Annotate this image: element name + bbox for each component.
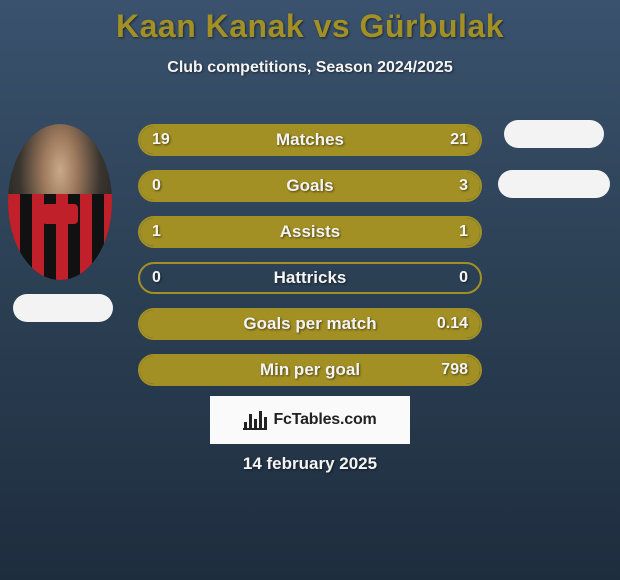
stat-label: Matches [140, 126, 480, 154]
stat-label: Hattricks [140, 264, 480, 292]
stat-label: Min per goal [140, 356, 480, 384]
stat-value-right: 1 [459, 218, 468, 246]
stat-row: 0Goals3 [138, 170, 482, 202]
date-label: 14 february 2025 [0, 454, 620, 474]
page-title: Kaan Kanak vs Gürbulak [0, 0, 620, 45]
stat-row: Goals per match0.14 [138, 308, 482, 340]
logo-chart-icon [243, 410, 267, 430]
stat-row: 1Assists1 [138, 216, 482, 248]
subtitle: Club competitions, Season 2024/2025 [0, 59, 620, 77]
player-right [500, 120, 610, 198]
player-left [8, 124, 118, 322]
stat-value-right: 0.14 [437, 310, 468, 338]
stat-row: 19Matches21 [138, 124, 482, 156]
stat-row: 0Hattricks0 [138, 262, 482, 294]
stat-label: Assists [140, 218, 480, 246]
stat-label: Goals per match [140, 310, 480, 338]
player-left-avatar [8, 124, 112, 280]
logo-text: FcTables.com [273, 411, 376, 429]
stat-value-right: 3 [459, 172, 468, 200]
player-right-name-badge-1 [504, 120, 604, 148]
stat-row: Min per goal798 [138, 354, 482, 386]
stat-value-right: 0 [459, 264, 468, 292]
stats-list: 19Matches210Goals31Assists10Hattricks0Go… [138, 124, 482, 400]
comparison-card: Kaan Kanak vs Gürbulak Club competitions… [0, 0, 620, 580]
stat-value-right: 21 [450, 126, 468, 154]
stat-value-right: 798 [441, 356, 468, 384]
logo-box: FcTables.com [210, 396, 410, 444]
stat-label: Goals [140, 172, 480, 200]
player-left-name-badge [13, 294, 113, 322]
player-left-jersey [8, 194, 112, 280]
player-right-name-badge-2 [498, 170, 610, 198]
